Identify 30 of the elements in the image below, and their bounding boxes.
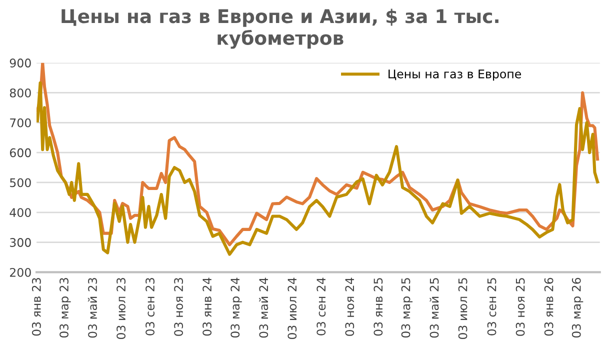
x-tick-label: 03 мар 23 [60, 278, 71, 338]
x-tick-label: 03 ноя 25 [516, 278, 525, 336]
x-tick-label: 03 янв 24 [202, 278, 212, 336]
x-tick-label: 03 июл 24 [288, 278, 297, 340]
chart-title: Цены на газ в Европе и Азии, $ за 1 тыс. кубометров [62, 8, 498, 49]
y-tick-label: 800 [10, 88, 31, 98]
x-tick-label: 03 июл 23 [116, 278, 126, 340]
x-tick-label: 03 сен 25 [487, 278, 496, 336]
x-tick-label: 03 май 25 [430, 278, 439, 338]
y-tick-label: 500 [10, 178, 31, 188]
y-tick-label: 400 [10, 208, 31, 218]
x-tick-label: 03 май 24 [259, 278, 268, 338]
x-tick-label: 03 май 23 [88, 278, 97, 338]
x-tick-label: 03 ноя 24 [345, 278, 354, 336]
y-tick-label: 700 [10, 118, 31, 128]
y-tick-label: 600 [10, 148, 31, 158]
x-tick-label: 03 мар 26 [572, 278, 584, 338]
x-tick-label: 03 янв 26 [544, 278, 554, 336]
x-tick-label: 03 янв 23 [32, 278, 41, 336]
x-tick-label: 03 июл 25 [458, 278, 468, 340]
x-tick-label: 03 мар 25 [401, 278, 413, 338]
legend-label: Цены на газ в Европе [388, 70, 522, 81]
x-tick-label: 03 мар 24 [230, 278, 242, 338]
x-tick-label: 03 сен 24 [316, 278, 326, 336]
x-tick-label: 03 ноя 23 [174, 278, 184, 336]
x-tick-label: 03 янв 25 [374, 278, 383, 336]
y-tick-label: 200 [10, 268, 31, 277]
x-tick-label: 03 сен 23 [146, 278, 154, 336]
y-tick-label: 300 [10, 238, 31, 247]
y-tick-label: 900 [10, 58, 31, 68]
